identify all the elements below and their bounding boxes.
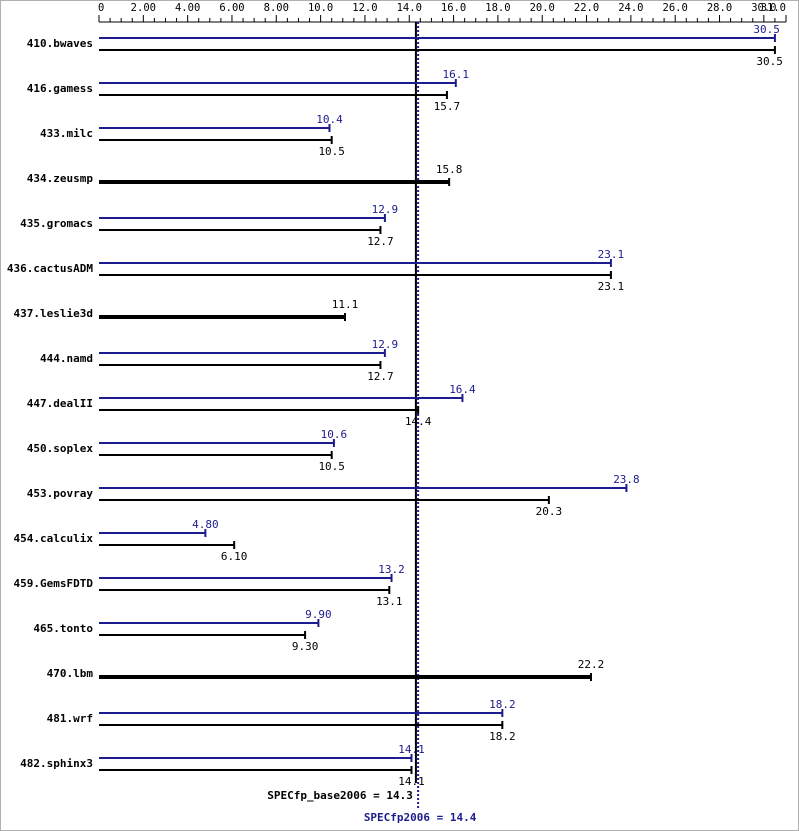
peak-value-label: 10.6: [321, 428, 348, 441]
x-tick-label: 26.0: [663, 2, 688, 14]
benchmark-label: 450.soplex: [27, 442, 94, 455]
base-value-label: 14.1: [398, 775, 425, 788]
x-tick-label: 14.0: [397, 2, 422, 14]
benchmark-label: 470.lbm: [47, 667, 94, 680]
base-value-label: 14.4: [405, 415, 432, 428]
x-tick-label: 0: [98, 2, 104, 14]
benchmark-label: 437.leslie3d: [14, 307, 93, 320]
base-value-label: 6.10: [221, 550, 248, 563]
benchmark-label: 482.sphinx3: [20, 757, 93, 770]
benchmark-label: 434.zeusmp: [27, 172, 94, 185]
peak-value-label: 23.8: [613, 473, 640, 486]
labels-group: SPECfp_base2006 = 14.3 SPECfp2006 = 14.4 4…: [7, 23, 783, 824]
base-value-label: 10.5: [318, 145, 345, 158]
benchmark-label: 465.tonto: [33, 622, 93, 635]
peak-value-label: 16.1: [443, 68, 470, 81]
x-tick-label: 20.0: [530, 2, 555, 14]
peak-value-label: 4.80: [192, 518, 219, 531]
reference-lines: [414, 22, 420, 808]
peak-value-label: 12.9: [372, 203, 399, 216]
base-value-label: 12.7: [367, 370, 394, 383]
bars-group: [99, 34, 776, 774]
base-value-label: 23.1: [598, 280, 625, 293]
peak-value-label: 23.1: [598, 248, 625, 261]
x-tick-label: 28.0: [707, 2, 732, 14]
peak-value-label: 30.5: [753, 23, 780, 36]
base-value-label: 15.7: [434, 100, 461, 113]
base-value-label: 20.3: [536, 505, 563, 518]
base-value-label: 12.7: [367, 235, 394, 248]
benchmark-label: 433.milc: [40, 127, 93, 140]
x-tick-label: 4.00: [175, 2, 200, 14]
x-tick-label: 10.0: [308, 2, 333, 14]
benchmark-label: 416.gamess: [27, 82, 93, 95]
peak-reference-label: SPECfp2006 = 14.4: [364, 811, 477, 824]
base-value-label: 18.2: [489, 730, 516, 743]
base-reference-label: SPECfp_base2006 = 14.3: [267, 789, 413, 802]
x-tick-label: 18.0: [485, 2, 510, 14]
base-value-label: 22.2: [578, 658, 605, 671]
benchmark-label: 481.wrf: [47, 712, 93, 725]
base-value-label: 15.8: [436, 163, 463, 176]
benchmark-label: 410.bwaves: [27, 37, 93, 50]
benchmark-label: 459.GemsFDTD: [14, 577, 94, 590]
benchmark-label: 453.povray: [27, 487, 94, 500]
x-axis: 0 2.00 4.00 6.00 8.00 10.0 12.0 14.0 16.0 18.0 20.…: [98, 2, 787, 23]
peak-value-label: 9.90: [305, 608, 332, 621]
x-tick-label: 2.00: [131, 2, 156, 14]
benchmark-label: 447.dealII: [27, 397, 93, 410]
base-value-label: 30.5: [756, 55, 783, 68]
base-value-label: 11.1: [332, 298, 359, 311]
benchmark-label: 444.namd: [40, 352, 93, 365]
peak-value-label: 16.4: [449, 383, 476, 396]
x-tick-label: 30.0: [751, 2, 776, 14]
base-value-label: 13.1: [376, 595, 403, 608]
peak-value-label: 14.1: [398, 743, 425, 756]
base-value-label: 9.30: [292, 640, 319, 653]
benchmark-label: 436.cactusADM: [7, 262, 93, 275]
benchmark-label: 454.calculix: [14, 532, 94, 545]
x-tick-label: 6.00: [219, 2, 244, 14]
x-tick-label: 8.00: [264, 2, 289, 14]
base-value-label: 10.5: [318, 460, 345, 473]
x-tick-label: 31.0: [761, 2, 786, 14]
peak-value-label: 10.4: [316, 113, 343, 126]
x-tick-label: 12.0: [352, 2, 377, 14]
x-tick-label: 16.0: [441, 2, 466, 14]
benchmark-label: 435.gromacs: [20, 217, 93, 230]
peak-value-label: 18.2: [489, 698, 516, 711]
x-tick-label: 22.0: [574, 2, 599, 14]
x-tick-label: 24.0: [618, 2, 643, 14]
peak-value-label: 13.2: [378, 563, 405, 576]
peak-value-label: 12.9: [372, 338, 399, 351]
